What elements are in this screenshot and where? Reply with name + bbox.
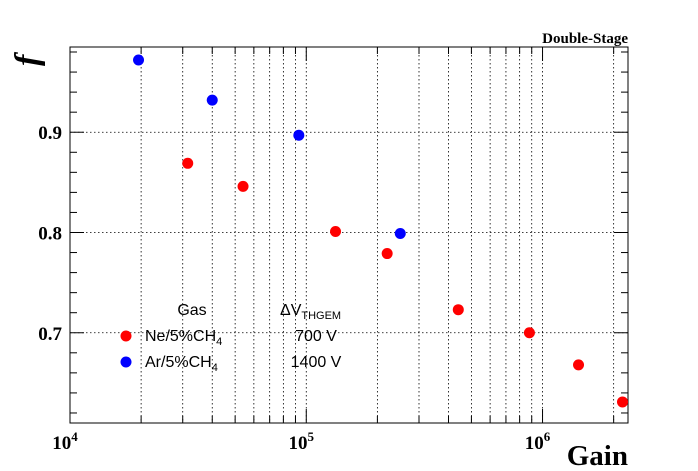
- data-point-ne: [237, 180, 249, 192]
- x-tick-labels: 104 105 106: [52, 429, 551, 454]
- x-tick-label: 104: [52, 429, 78, 454]
- legend-marker-ne: [120, 330, 132, 342]
- grid: [70, 47, 628, 423]
- legend-label-ne: Ne/5%CH4: [145, 328, 222, 348]
- data-point-ne: [523, 327, 535, 339]
- plot-frame: [69, 46, 629, 424]
- axis-ticks: [69, 47, 628, 423]
- chart-title: Double-Stage: [542, 31, 628, 47]
- data-point-ar: [206, 94, 218, 106]
- data-point-ne: [573, 359, 585, 371]
- data-point-ar: [293, 129, 305, 141]
- data-point-ne: [617, 396, 629, 408]
- x-tick-label: 106: [525, 429, 551, 454]
- y-tick-label: 0.9: [38, 123, 62, 144]
- y-tick-label: 0.7: [38, 324, 62, 345]
- data-point-ne: [452, 304, 464, 316]
- legend-voltage-ne: 700 V: [295, 328, 337, 345]
- y-axis-label: f: [9, 51, 46, 66]
- data-point-ne: [182, 157, 194, 169]
- data-points: [133, 54, 629, 408]
- data-point-ar: [133, 54, 145, 66]
- legend-label-ar: Ar/5%CH4: [145, 354, 218, 374]
- legend: Gas ΔVTHGEM Ne/5%CH4 700 V Ar/5%CH4 1400…: [120, 302, 342, 374]
- legend-header-gas: Gas: [177, 302, 206, 319]
- legend-voltage-ar: 1400 V: [291, 354, 342, 371]
- y-tick-labels: 0.7 0.8 0.9: [38, 123, 62, 345]
- legend-marker-ar: [120, 356, 132, 368]
- data-point-ne: [330, 225, 342, 237]
- x-axis-label: Gain: [567, 440, 628, 471]
- y-tick-label: 0.8: [38, 223, 62, 244]
- data-point-ar: [394, 227, 406, 239]
- legend-header-voltage: ΔVTHGEM: [280, 302, 341, 322]
- x-tick-label: 105: [289, 429, 315, 454]
- data-point-ne: [381, 248, 393, 260]
